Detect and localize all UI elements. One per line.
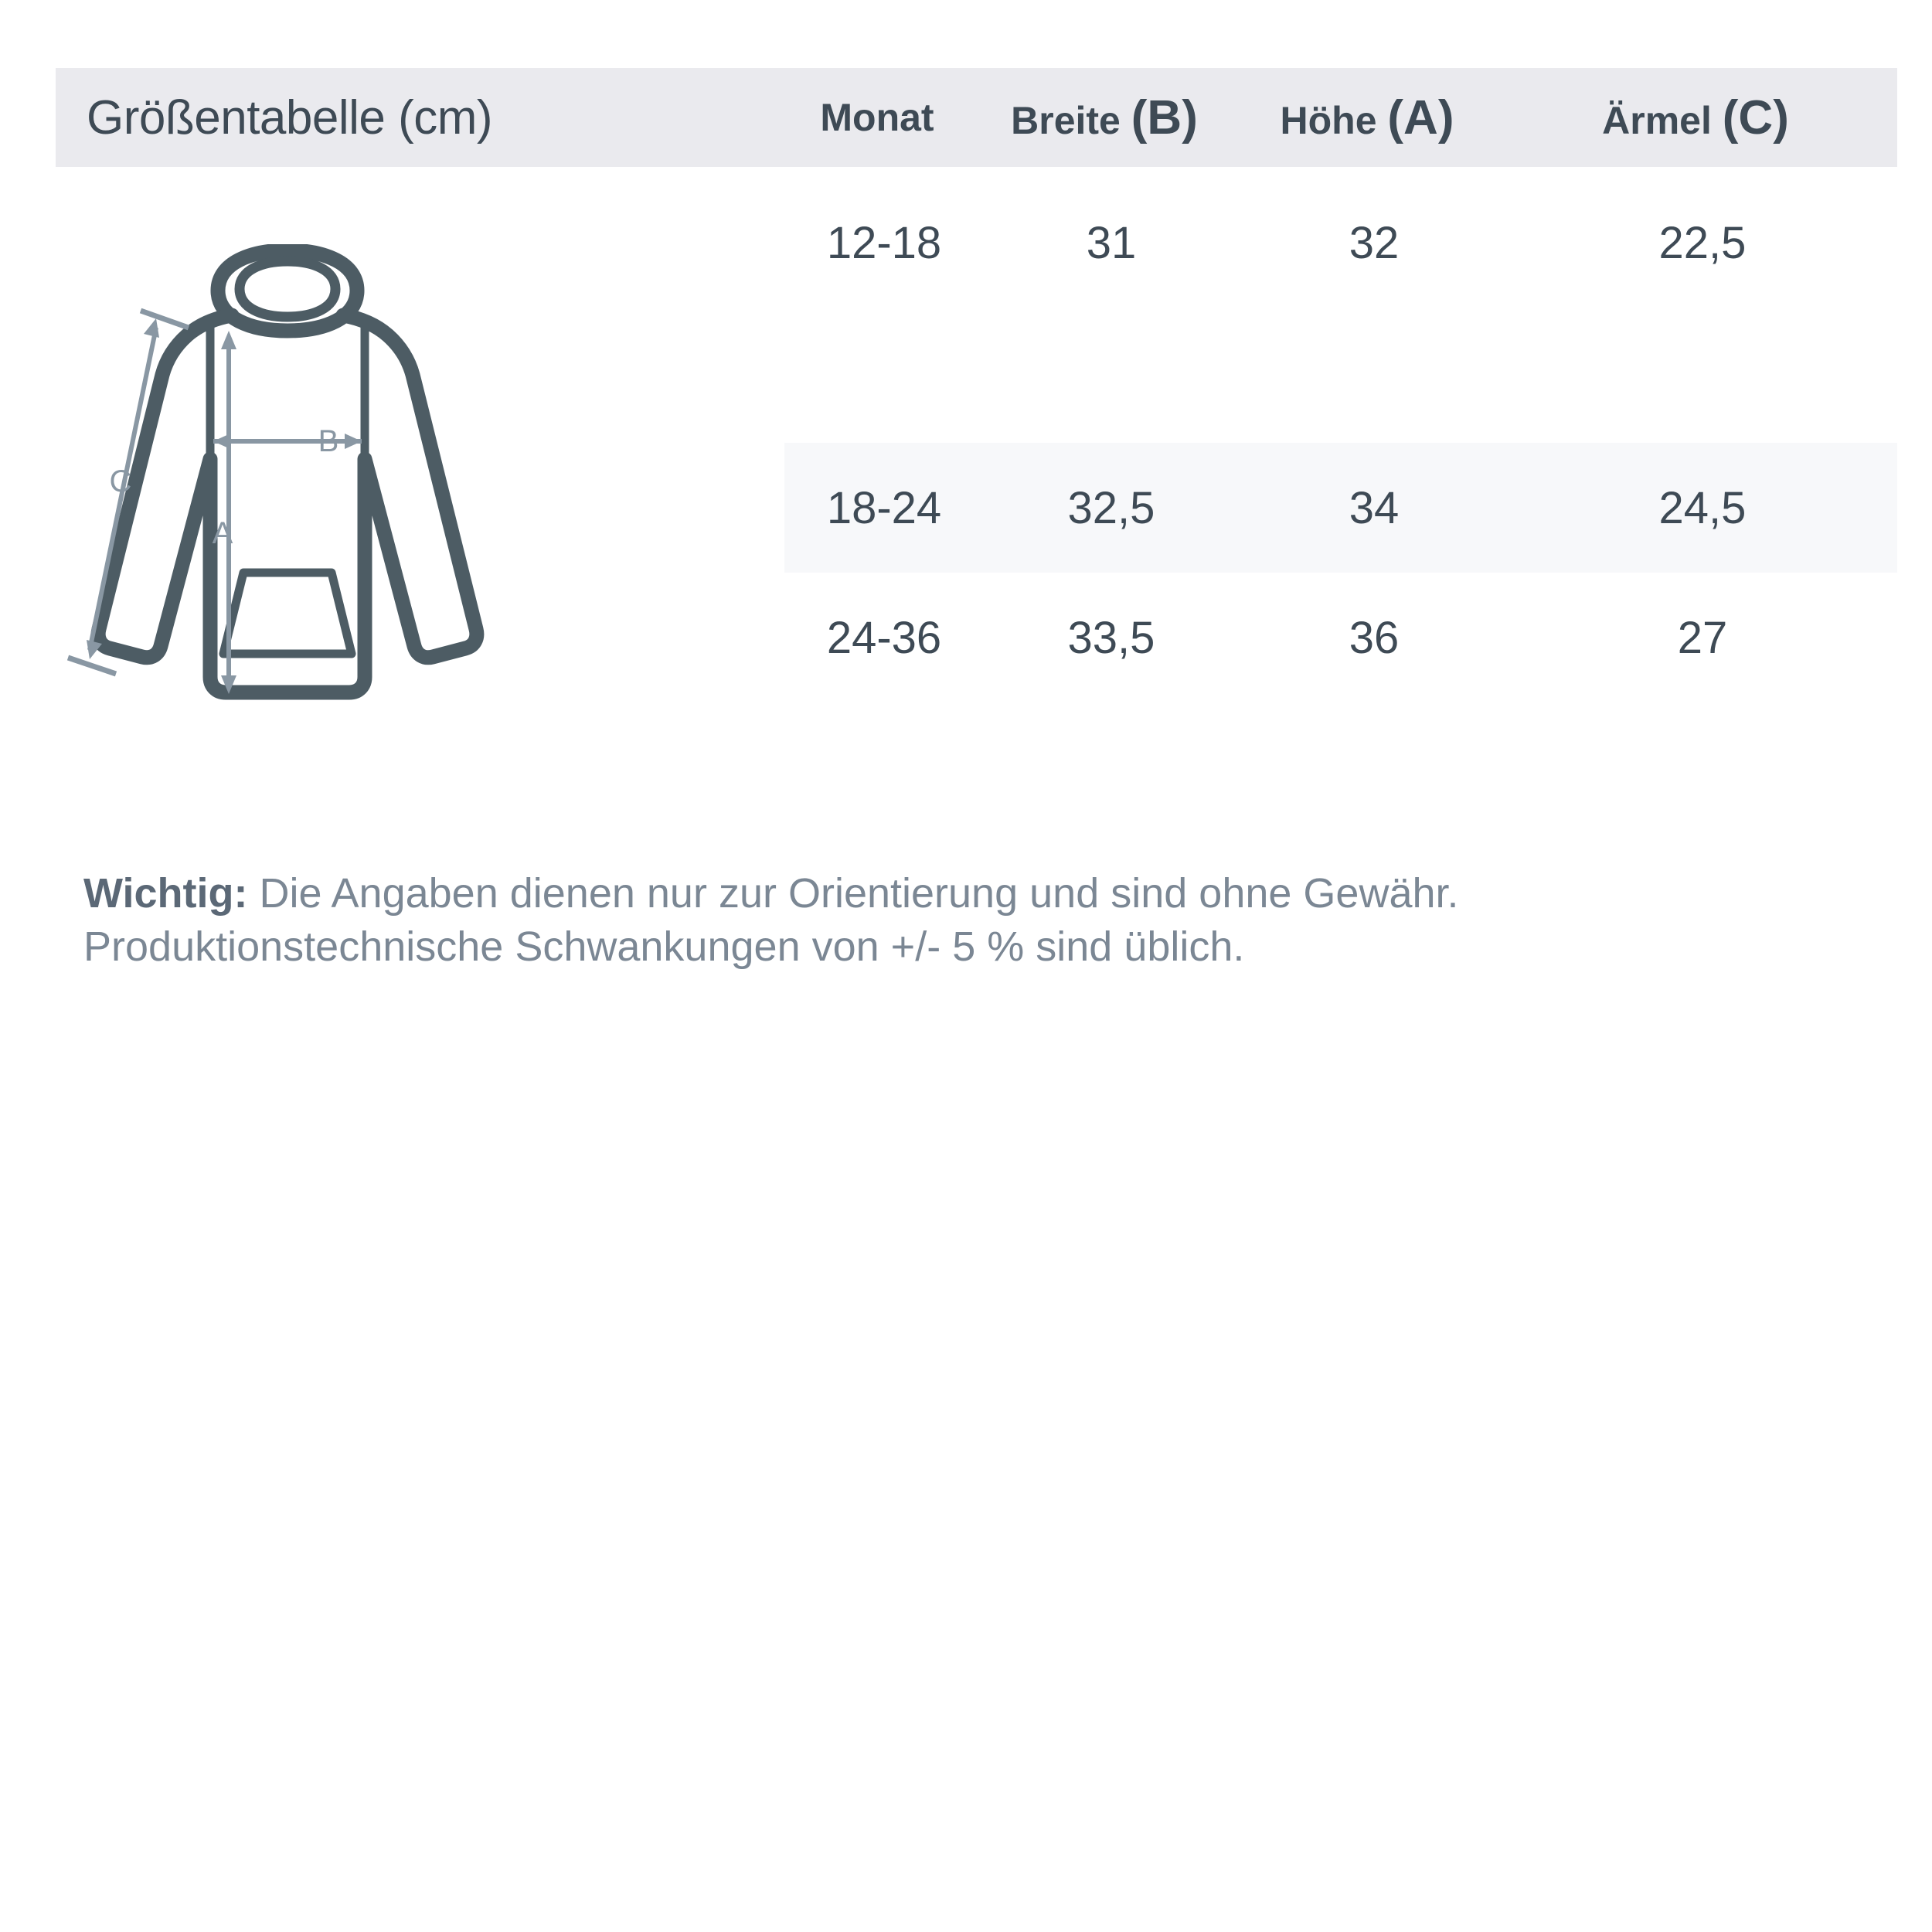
column-header-hoehe-label: Höhe xyxy=(1280,98,1377,142)
cell-breite: 31 xyxy=(1086,217,1137,268)
kangaroo-pocket xyxy=(219,568,356,658)
cell-hoehe: 32 xyxy=(1349,217,1400,268)
cell-breite: 33,5 xyxy=(1067,612,1155,663)
chart-header-row: Größentabelle (cm) Monat Breite (B) Höhe… xyxy=(56,68,1897,167)
column-header-hoehe: Höhe (A) xyxy=(1232,90,1502,145)
cell-aermel: 24,5 xyxy=(1658,482,1747,533)
size-chart: Größentabelle (cm) Monat Breite (B) Höhe… xyxy=(56,68,1897,845)
measurement-arrows: B A C xyxy=(66,308,362,694)
disclaimer-line-2: Produktionstechnische Schwankungen von +… xyxy=(83,923,1245,971)
height-arrow-a xyxy=(221,331,236,694)
column-header-breite: Breite (B) xyxy=(977,90,1232,145)
column-header-aermel-key: (C) xyxy=(1722,90,1789,145)
column-header-monat-label: Monat xyxy=(820,96,934,139)
column-header-breite-label: Breite xyxy=(1011,98,1121,142)
cell-breite: 32,5 xyxy=(1067,482,1155,533)
column-header-breite-key: (B) xyxy=(1131,90,1198,145)
table-row: 24-36 33,5 36 27 xyxy=(784,573,1897,702)
hoodie-icon: B A C xyxy=(66,244,485,700)
column-header-aermel-label: Ärmel xyxy=(1602,98,1712,142)
cell-monat: 18-24 xyxy=(826,482,942,533)
hood-outer xyxy=(210,244,365,338)
disclaimer-note: Wichtig: Die Angaben dienen nur zur Orie… xyxy=(83,867,1876,974)
hoodie-body xyxy=(90,308,485,700)
column-header-monat: Monat xyxy=(777,95,977,140)
cell-aermel: 27 xyxy=(1677,612,1728,663)
sleeve-arrow-c xyxy=(66,308,190,677)
cell-monat: 24-36 xyxy=(826,612,942,663)
hood-inner xyxy=(234,256,341,322)
width-arrow-b xyxy=(213,434,362,449)
page-title: Größentabelle (cm) xyxy=(87,90,493,145)
chart-body: B A C 12-18 31 32 22,5 18-24 32,5 34 24,… xyxy=(56,167,1897,845)
column-header-aermel: Ärmel (C) xyxy=(1502,90,1889,145)
hoodie-measurement-diagram: B A C xyxy=(56,244,550,723)
disclaimer-line-1-rest: Die Angaben dienen nur zur Orientierung … xyxy=(247,870,1459,917)
label-b: B xyxy=(318,424,339,458)
hoodie-outline xyxy=(90,244,485,700)
cell-monat: 12-18 xyxy=(826,217,942,268)
table-row: 18-24 32,5 34 24,5 xyxy=(784,443,1897,573)
cell-hoehe: 34 xyxy=(1349,482,1400,533)
cell-aermel: 22,5 xyxy=(1658,217,1747,268)
cell-hoehe: 36 xyxy=(1349,612,1400,663)
table-row: 12-18 31 32 22,5 xyxy=(784,178,1897,308)
disclaimer-line-1: Wichtig: Die Angaben dienen nur zur Orie… xyxy=(83,867,1876,920)
label-c: C xyxy=(110,464,132,498)
disclaimer-emphasis: Wichtig: xyxy=(83,870,248,917)
label-a: A xyxy=(213,516,233,550)
column-header-hoehe-key: (A) xyxy=(1387,90,1454,145)
